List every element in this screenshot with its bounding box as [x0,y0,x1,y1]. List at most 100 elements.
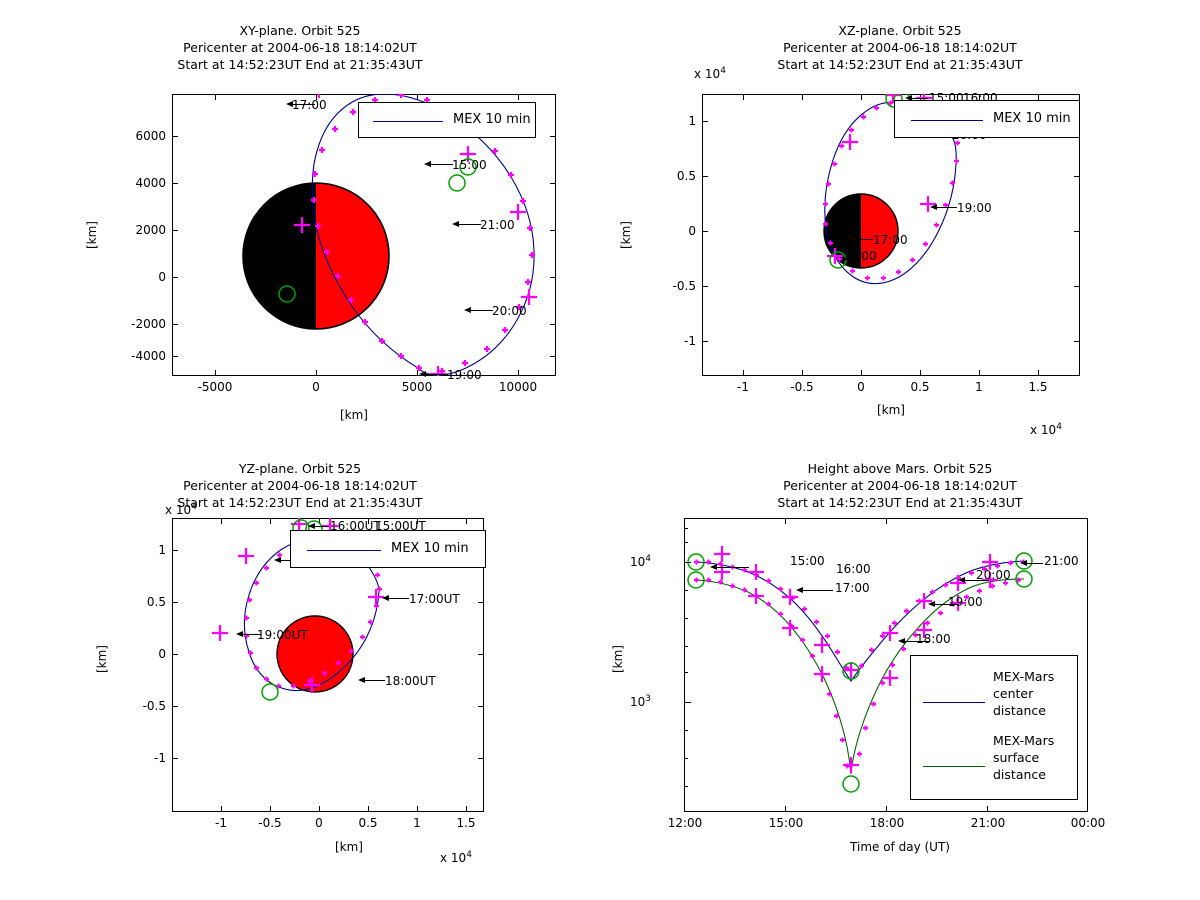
xy-ytick-label: 6000 [135,129,166,143]
height-arrowline-1800 [905,641,929,642]
yz-arrowhead-2000 [274,557,281,563]
yz-annotation-1800: 18:00UT [385,674,436,688]
height-xtick [886,806,888,812]
xy-ytick-right [550,356,556,358]
xz-legend[interactable]: MEX 10 min [894,100,1080,138]
xy-ytick [172,230,178,232]
yz-xtick [221,806,223,812]
xz-arrowline-1500 [912,98,928,99]
yz-title-line-2: Pericenter at 2004-06-18 18:14:02UT [183,478,417,493]
xz-ytick-right [1074,341,1080,343]
height-annotation-1600: 16:00 [836,562,871,576]
height-xtick-label: 15:00 [768,816,804,830]
panel-height-above-mars: Height above Mars. Orbit 525 Pericenter … [600,450,1200,900]
yz-ytick [172,706,178,708]
xy-legend[interactable]: MEX 10 min [358,102,536,138]
xz-annotation-1900: 19:00 [957,201,992,215]
height-arrowhead-1700 [796,587,803,593]
yz-xtick-label: -1 [215,816,227,830]
yz-ytick-right [478,654,484,656]
yz-annotation-1700: 17:00UT [409,592,460,606]
xz-xtick-label: 1.5 [1028,380,1048,394]
xy-title-block: XY-plane. Orbit 525 Pericenter at 2004-0… [0,22,600,73]
xy-annotation-1500: 15:00 [452,158,487,172]
xz-xtick-label: 0 [857,380,865,394]
height-annotation-1900: 19:00 [948,595,983,609]
center-distance-curve [695,560,1025,682]
xy-yaxis-label: [km] [85,221,99,250]
yz-xtick-label: 0.5 [358,816,378,830]
height-ytick-minor [684,646,688,648]
xz-xtick-top [861,94,863,100]
height-annotation-2100: 21:00 [1044,554,1079,568]
xz-ytick [702,121,708,123]
height-title-line-2: Pericenter at 2004-06-18 18:14:02UT [783,478,1017,493]
xy-xtick [316,370,318,376]
height-title-line-1: Height above Mars. Orbit 525 [807,461,993,476]
xz-title-block: XZ-plane. Orbit 525 Pericenter at 2004-0… [600,22,1200,73]
height-arrowhead-2100 [1020,560,1027,566]
yz-xtick-top [270,518,272,524]
yz-legend[interactable]: MEX 10 min [290,530,486,568]
xy-arrowline-2100 [459,224,481,225]
yz-arrowhead-1900 [236,631,243,637]
yz-annotation-1500: 15:00UT [375,519,426,533]
xy-xtick-top [316,94,318,100]
height-legend-label-surface: MEX-Mars surface distance [993,733,1055,782]
yz-ytick [172,654,178,656]
yz-xtick-top [417,518,419,524]
xz-xtick [1038,370,1040,376]
height-annotation-1800: 18:00 [916,632,951,646]
yz-title-line-3: Start at 14:52:23UT End at 21:35:43UT [177,495,423,510]
xz-title-line-3: Start at 14:52:23UT End at 21:35:43UT [777,57,1023,72]
xy-xtick-top [215,94,217,100]
xy-ytick [172,277,178,279]
xy-ytick-right [550,136,556,138]
yz-ytick-label: -0.5 [142,699,166,713]
yz-ytick-label: 1 [158,543,166,557]
height-legend[interactable]: MEX-Mars center distance MEX-Mars surfac… [910,655,1078,800]
xz-xtick-top [1038,94,1040,100]
xz-ytick-right [1074,231,1080,233]
yz-ytick-right [478,706,484,708]
height-legend-line-center [923,702,985,703]
xz-yaxis-label: [km] [619,221,633,250]
height-annotation-1700: 17:00 [835,581,870,595]
yz-xtick-top [319,518,321,524]
yz-xtick [319,806,321,812]
xy-ytick [172,324,178,326]
xz-ytick-right [1074,176,1080,178]
xy-arrowhead-1500 [424,161,431,167]
yz-legend-line [307,550,381,551]
xz-xtick-label: 1 [975,380,983,394]
xy-arrowline-2000 [471,310,493,311]
yz-xtick [417,806,419,812]
yz-xaxis-exponent: x 104 [440,850,472,865]
height-ytick-minor [684,672,688,674]
hour-circles-xy [278,158,477,303]
xy-title-line-2: Pericenter at 2004-06-18 18:14:02UT [183,40,417,55]
yz-yaxis-exponent: x 104 [165,502,197,517]
xz-xtick [861,370,863,376]
yz-annotation-1600: 16:00UT [330,519,381,533]
xy-xtick-label: 5000 [401,380,433,394]
height-arrowhead-1500 [710,564,717,570]
height-title-line-3: Start at 14:52:23UT End at 21:35:43UT [777,495,1023,510]
yz-ytick-label: 0.5 [146,595,166,609]
xy-arrowline-1700 [293,104,315,105]
xy-ytick-label: 2000 [135,223,166,237]
xy-xtick-label: 10000 [498,380,538,394]
xz-arrowhead-1700 [846,236,853,242]
xy-xtick-top [518,94,520,100]
yz-yaxis-label: [km] [95,645,109,674]
xy-title-line-3: Start at 14:52:23UT End at 21:35:43UT [177,57,423,72]
xy-legend-label: MEX 10 min [453,112,531,127]
height-ytick-label-1e4: 104 [630,554,652,569]
xy-annotation-2100: 21:00 [480,218,515,232]
xz-xtick [802,370,804,376]
height-ytick-minor [684,786,688,788]
xy-plot-area [172,94,556,376]
xz-xtick-label: -0.5 [790,380,814,394]
height-xtick [1087,806,1089,812]
